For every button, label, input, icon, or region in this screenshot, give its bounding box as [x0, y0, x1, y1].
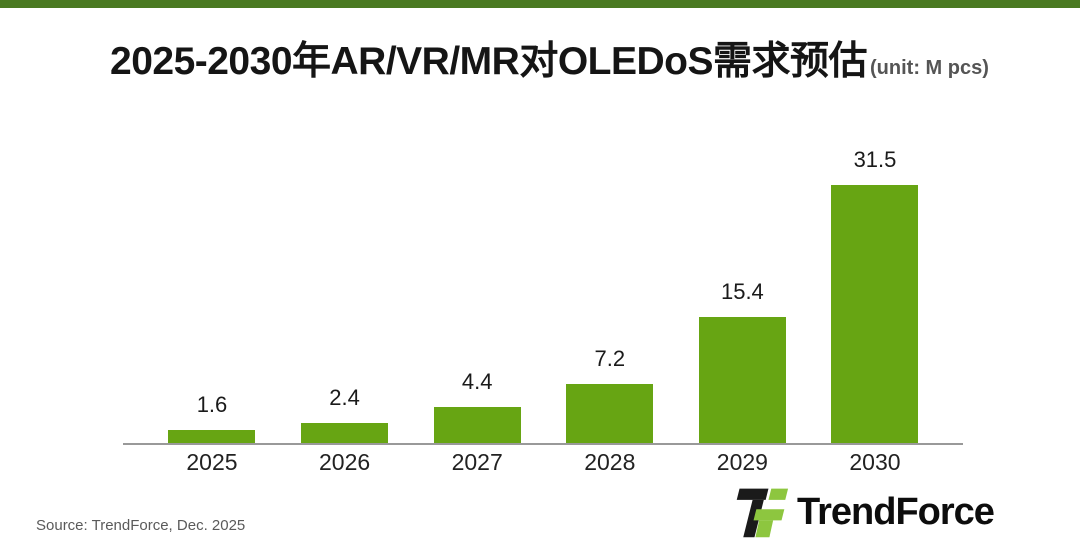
bar-value-label: 4.4 [461, 368, 493, 394]
title-row: 2025-2030年AR/VR/MR对OLEDoS需求预估 (unit: M p… [110, 30, 1010, 86]
source-note: Source: TrendForce, Dec. 2025 [36, 517, 246, 534]
unit-label: (unit: M pcs) [870, 57, 989, 79]
page-title: 2025-2030年AR/VR/MR对OLEDoS需求预估 [110, 40, 868, 83]
bar-2029 [698, 316, 786, 443]
bar-group-2029: 15.4 [676, 278, 809, 443]
bar-2027 [433, 406, 521, 443]
trendforce-logo-icon [736, 488, 789, 538]
bar-group-2026: 2.4 [278, 387, 411, 443]
bar-2028 [566, 383, 654, 443]
bar-value-label: 15.4 [720, 278, 764, 304]
x-axis-labels: 2025 2026 2027 2028 2029 2030 [123, 449, 963, 480]
plot-area: 1.6 2.4 4.4 7.2 15.4 31.5 [123, 143, 963, 445]
bar-2030 [831, 184, 919, 443]
x-tick-label-2029: 2029 [716, 449, 768, 475]
bar-group-2028: 7.2 [544, 345, 677, 443]
top-accent-strip [0, 0, 1080, 8]
bar-value-label: 7.2 [594, 345, 626, 371]
x-tick-label-2026: 2026 [319, 449, 371, 475]
bar-2026 [301, 423, 389, 443]
x-tick-label-2028: 2028 [584, 449, 636, 475]
bar-group-2030: 31.5 [809, 146, 942, 443]
trendforce-wordmark: TrendForce [797, 490, 995, 533]
bar-value-label: 31.5 [853, 146, 897, 172]
bar-value-label: 2.4 [329, 385, 360, 411]
x-tick-label-2025: 2025 [186, 449, 238, 475]
bar-2025 [168, 429, 256, 443]
x-tick-label-2027: 2027 [451, 449, 503, 475]
bar-value-label: 1.6 [196, 391, 228, 417]
trendforce-logo: TrendForce [733, 484, 995, 540]
bar-group-2027: 4.4 [411, 368, 544, 443]
x-tick-label-2030: 2030 [849, 449, 901, 475]
bar-group-2025: 1.6 [146, 391, 279, 443]
